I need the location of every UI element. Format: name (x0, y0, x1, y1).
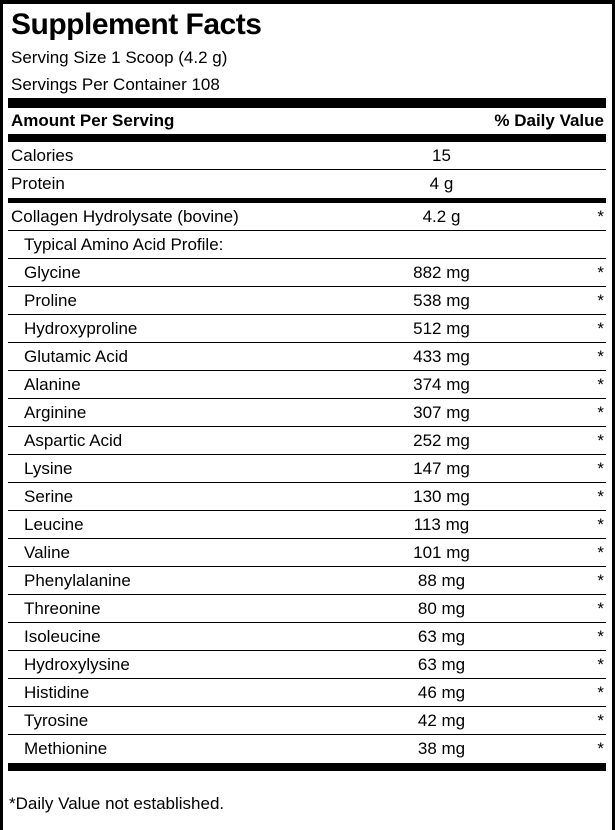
nutrient-name: Protein (11, 174, 65, 193)
nutrient-name: Leucine (24, 514, 84, 534)
table-row-phenylalanine: Phenylalanine 88 mg * (8, 567, 606, 595)
nutrient-dv: * (597, 486, 604, 506)
nutrient-amount: 42 mg (417, 710, 466, 730)
nutrient-amount: 512 mg (413, 318, 470, 338)
nutrient-amount: 101 mg (413, 542, 470, 562)
nutrient-dv: * (597, 626, 604, 646)
nutrient-dv: * (597, 290, 604, 310)
table-row-leucine: Leucine 113 mg * (8, 511, 606, 539)
nutrient-amount: 4 g (429, 174, 454, 193)
panel-title: Supplement Facts (11, 8, 262, 41)
nutrient-amount: 374 mg (413, 374, 470, 394)
table-row-alanine: Alanine 374 mg * (8, 371, 606, 399)
nutrient-amount: 147 mg (413, 458, 470, 478)
nutrient-name: Glutamic Acid (24, 346, 128, 366)
nutrient-amount: 538 mg (413, 290, 470, 310)
nutrient-name: Proline (24, 290, 77, 310)
nutrient-dv: * (597, 262, 604, 282)
amino-profile-heading: Typical Amino Acid Profile: (24, 234, 224, 254)
divider-below-header (8, 134, 606, 142)
nutrient-name: Hydroxylysine (24, 654, 130, 674)
nutrient-name: Aspartic Acid (24, 430, 123, 450)
amount-per-serving-header: Amount Per Serving (11, 111, 175, 130)
nutrient-amount: 46 mg (417, 682, 466, 702)
divider-below-protein (8, 198, 606, 203)
table-row-histidine: Histidine 46 mg * (8, 679, 606, 707)
nutrient-dv: * (597, 374, 604, 394)
nutrient-name: Collagen Hydrolysate (bovine) (11, 206, 239, 226)
nutrient-amount: 130 mg (413, 486, 470, 506)
amino-profile-heading-row: Typical Amino Acid Profile: (8, 231, 606, 259)
nutrient-name: Phenylalanine (24, 570, 131, 590)
table-row-glutamic-acid: Glutamic Acid 433 mg * (8, 343, 606, 371)
nutrient-name: Serine (24, 486, 74, 506)
nutrient-dv: * (597, 570, 604, 590)
nutrient-name: Tyrosine (24, 710, 89, 730)
nutrient-name: Arginine (24, 402, 87, 422)
nutrient-dv: * (597, 430, 604, 450)
nutrient-dv: * (597, 710, 604, 730)
nutrient-amount: 433 mg (413, 346, 470, 366)
nutrient-amount: 38 mg (417, 739, 466, 758)
nutrient-dv: * (597, 318, 604, 338)
table-row-aspartic-acid: Aspartic Acid 252 mg * (8, 427, 606, 455)
table-row-arginine: Arginine 307 mg * (8, 399, 606, 427)
nutrient-dv: * (597, 514, 604, 534)
nutrient-name: Threonine (24, 598, 101, 618)
column-header-row: Amount Per Serving % Daily Value (8, 108, 606, 134)
nutrient-name: Alanine (24, 374, 81, 394)
nutrient-dv: * (597, 346, 604, 366)
nutrient-amount: 252 mg (413, 430, 470, 450)
table-row-glycine: Glycine 882 mg * (8, 259, 606, 287)
table-row-serine: Serine 130 mg * (8, 483, 606, 511)
table-row-hydroxyproline: Hydroxyproline 512 mg * (8, 315, 606, 343)
nutrient-dv: * (597, 654, 604, 674)
nutrient-name: Histidine (24, 682, 90, 702)
nutrient-amount: 882 mg (413, 262, 470, 282)
nutrient-amount: 4.2 g (422, 206, 461, 226)
nutrient-amount: 113 mg (413, 514, 470, 534)
nutrient-name: Lysine (24, 458, 73, 478)
nutrient-name: Hydroxyproline (24, 318, 138, 338)
servings-per-container: Servings Per Container 108 (11, 75, 220, 94)
nutrient-dv: * (597, 598, 604, 618)
nutrient-amount: 15 (432, 145, 451, 165)
nutrient-name: Valine (24, 542, 70, 562)
nutrient-amount: 307 mg (413, 402, 470, 422)
nutrient-name: Calories (11, 145, 74, 165)
table-row-hydroxylysine: Hydroxylysine 63 mg * (8, 651, 606, 679)
nutrient-amount: 88 mg (417, 570, 466, 590)
table-row-collagen: Collagen Hydrolysate (bovine) 4.2 g * (8, 203, 606, 231)
nutrient-dv: * (597, 458, 604, 478)
percent-daily-value-header: % Daily Value (494, 111, 604, 130)
nutrient-name: Isoleucine (24, 626, 101, 646)
serving-size: Serving Size 1 Scoop (4.2 g) (11, 48, 228, 67)
table-row-valine: Valine 101 mg * (8, 539, 606, 567)
divider-thick-top (8, 98, 606, 108)
table-row-isoleucine: Isoleucine 63 mg * (8, 623, 606, 651)
nutrient-dv: * (597, 682, 604, 702)
divider-thick-bottom (8, 763, 606, 771)
table-row-proline: Proline 538 mg * (8, 287, 606, 315)
nutrient-amount: 80 mg (417, 598, 466, 618)
table-row-protein: Protein 4 g (8, 170, 606, 198)
daily-value-footnote: *Daily Value not established. (9, 794, 225, 813)
table-row-methionine: Methionine 38 mg * (8, 735, 606, 763)
nutrient-name: Glycine (24, 262, 81, 282)
table-row-calories: Calories 15 (8, 142, 606, 170)
nutrient-dv: * (597, 402, 604, 422)
nutrient-dv: * (597, 206, 604, 226)
table-row-lysine: Lysine 147 mg * (8, 455, 606, 483)
nutrient-amount: 63 mg (417, 626, 466, 646)
nutrient-name: Methionine (24, 739, 108, 758)
nutrient-dv: * (597, 739, 604, 758)
nutrient-amount: 63 mg (417, 654, 466, 674)
nutrient-dv: * (597, 542, 604, 562)
table-row-tyrosine: Tyrosine 42 mg * (8, 707, 606, 735)
table-row-threonine: Threonine 80 mg * (8, 595, 606, 623)
